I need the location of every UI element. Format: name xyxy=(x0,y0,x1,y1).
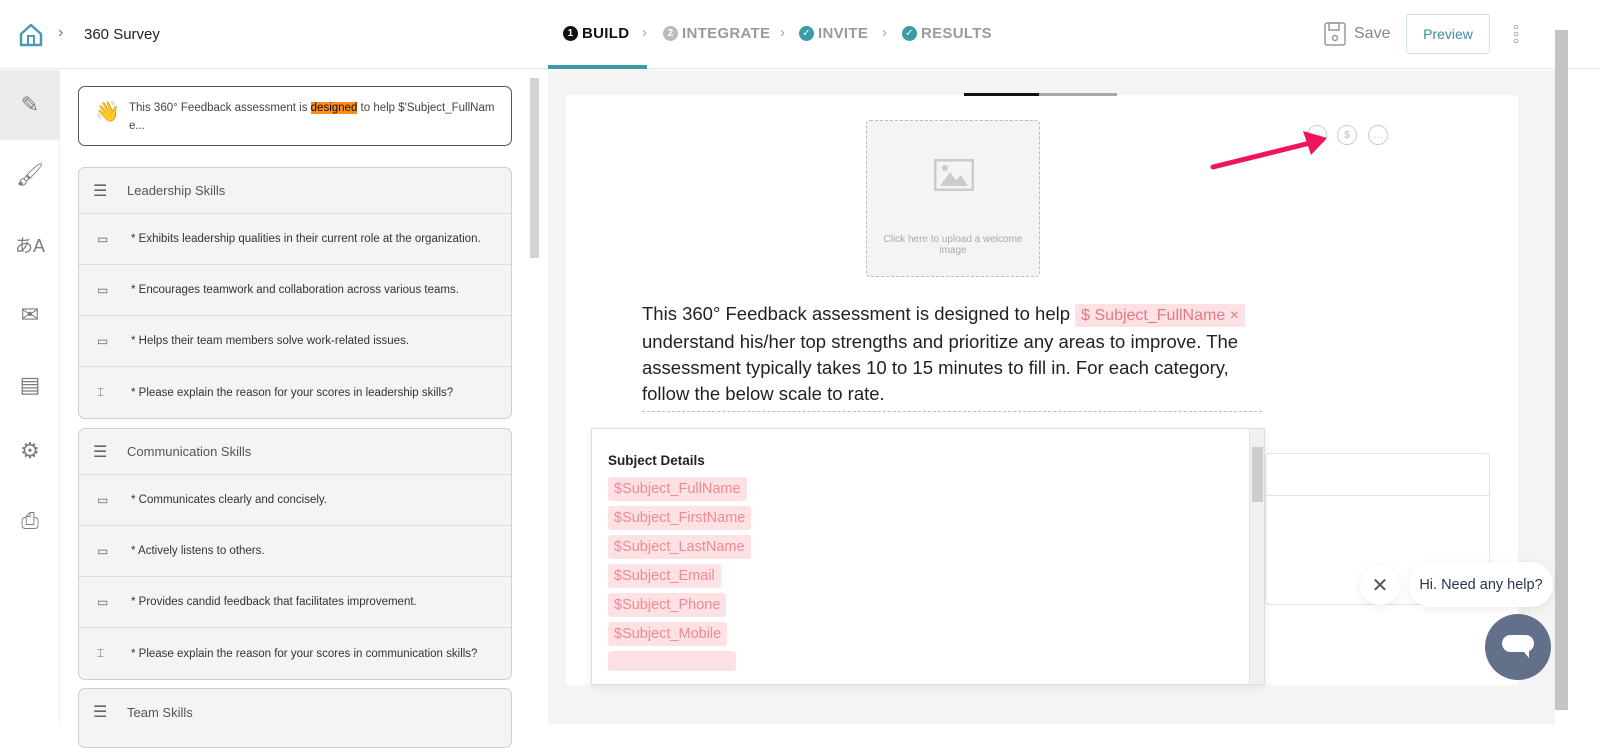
tab-results[interactable]: ✓ RESULTS xyxy=(902,25,992,42)
chat-bubble-icon xyxy=(1502,635,1534,658)
rating-icon: ▭ xyxy=(97,283,109,297)
tab-build[interactable]: 1 BUILD xyxy=(563,25,629,42)
list-item[interactable]: ⌶ * Please explain the reason for your sc… xyxy=(97,646,478,660)
text-input-icon: ⌶ xyxy=(97,385,105,399)
group-header[interactable]: ☰ Leadership Skills xyxy=(79,168,511,214)
rating-icon: ▭ xyxy=(97,334,109,348)
remove-chip-icon[interactable]: × xyxy=(1229,307,1240,324)
group-header[interactable]: ☰ Communication Skills xyxy=(79,429,511,475)
variable-option[interactable]: $Subject_Mobile xyxy=(608,622,728,646)
list-icon: ☰ xyxy=(93,704,108,721)
variable-chip[interactable]: $ Subject_FullName × xyxy=(1075,304,1246,327)
question-group: ☰ Leadership Skills ▭ * Exhibits leadershi… xyxy=(78,167,512,419)
more-options-icon[interactable]: ○ ○ ○ xyxy=(1512,22,1520,47)
list-item[interactable]: ▭ * Helps their team members solve work-r… xyxy=(79,316,511,367)
home-icon[interactable] xyxy=(18,22,44,48)
build-icon[interactable]: ✎ xyxy=(0,70,60,140)
waving-hand-icon: 👋 xyxy=(95,101,120,123)
dropdown-title: Subject Details xyxy=(608,453,705,468)
question-group: ☰ Communication Skills ▭ * Communicates cl… xyxy=(78,428,512,680)
close-chat-icon[interactable]: ✕ xyxy=(1360,565,1400,605)
list-icon: ☰ xyxy=(93,182,108,200)
variable-option[interactable]: $Subject_FullName xyxy=(608,477,747,501)
group-header[interactable]: ☰ Team Skills xyxy=(93,704,193,721)
rating-icon: ▭ xyxy=(97,232,109,246)
breadcrumb-title: 360 Survey xyxy=(84,26,160,43)
question-list-panel: 👋 This 360° Feedback assessment is desig… xyxy=(61,70,541,748)
variable-icon[interactable]: $ xyxy=(1337,125,1357,145)
page-indicator xyxy=(1039,93,1117,96)
left-rail: ✎ 🖌 あA ✉ ▤ ⚙ ⎙ xyxy=(0,70,60,724)
list-item[interactable]: ▭ * Communicates clearly and concisely. xyxy=(79,475,511,526)
translate-icon[interactable]: あA xyxy=(14,236,45,256)
chat-launcher-button[interactable] xyxy=(1485,614,1551,680)
upload-image-placeholder[interactable]: Click here to upload a welcome image xyxy=(866,120,1040,277)
page-indicator-active xyxy=(964,93,1039,96)
variable-option[interactable] xyxy=(608,651,736,671)
list-item[interactable]: ▭ * Provides candid feedback that facilit… xyxy=(79,577,511,628)
list-item[interactable]: ▭ * Encourages teamwork and collaboration… xyxy=(79,265,511,316)
question-group: ☰ Team Skills xyxy=(78,688,512,748)
variable-dropdown: Subject Details $Subject_FullName $Subje… xyxy=(591,428,1265,685)
image-icon xyxy=(934,159,974,191)
print-icon[interactable]: ⎙ xyxy=(21,508,39,533)
welcome-item[interactable]: 👋 This 360° Feedback assessment is desig… xyxy=(78,86,512,146)
variable-option[interactable]: $Subject_Email xyxy=(608,564,721,588)
email-icon[interactable]: ✉ xyxy=(20,302,40,327)
list-item[interactable]: ▭ * Actively listens to others. xyxy=(79,526,511,577)
active-tab-indicator xyxy=(548,65,647,69)
report-icon[interactable]: ▤ xyxy=(19,372,41,397)
top-bar: › 360 Survey 1 BUILD › 2 INTEGRATE › ✓ INVI… xyxy=(0,0,1600,69)
preview-button[interactable]: Preview xyxy=(1406,14,1490,54)
page-scrollbar[interactable] xyxy=(1555,30,1568,710)
variable-option[interactable]: $Subject_Phone xyxy=(608,593,727,617)
list-icon: ☰ xyxy=(93,443,108,461)
list-item[interactable]: ▭ * Exhibits leadership qualities in thei… xyxy=(79,214,511,265)
tab-invite[interactable]: ✓ INVITE xyxy=(799,25,868,42)
text-input-icon: ⌶ xyxy=(97,646,105,660)
rating-icon: ▭ xyxy=(97,544,109,558)
breadcrumb-chevron-icon: › xyxy=(58,24,64,41)
chevron-icon: › xyxy=(642,24,647,41)
chat-greeting[interactable]: Hi. Need any help? xyxy=(1409,562,1553,607)
rating-icon: ▭ xyxy=(97,595,109,609)
sidebar-scrollbar[interactable] xyxy=(530,78,539,258)
variable-option[interactable]: $Subject_FirstName xyxy=(608,506,752,530)
chevron-icon: › xyxy=(780,24,785,41)
more-icon[interactable]: … xyxy=(1368,125,1388,145)
dropdown-scrollbar[interactable] xyxy=(1249,429,1264,684)
theme-icon[interactable]: 🖌 xyxy=(16,162,44,187)
welcome-text-editor[interactable]: This 360° Feedback assessment is designe… xyxy=(642,301,1262,412)
rating-icon: ▭ xyxy=(97,493,109,507)
variable-option[interactable]: $Subject_LastName xyxy=(608,535,751,559)
save-icon xyxy=(1324,22,1346,46)
settings-icon[interactable]: ⚙ xyxy=(20,438,40,463)
chevron-icon: › xyxy=(882,24,887,41)
annotation-arrow-icon xyxy=(1210,131,1327,170)
save-button[interactable]: Save xyxy=(1324,22,1390,46)
tab-integrate[interactable]: 2 INTEGRATE xyxy=(663,25,770,42)
list-item[interactable]: ⌶ * Please explain the reason for your sc… xyxy=(97,385,454,399)
